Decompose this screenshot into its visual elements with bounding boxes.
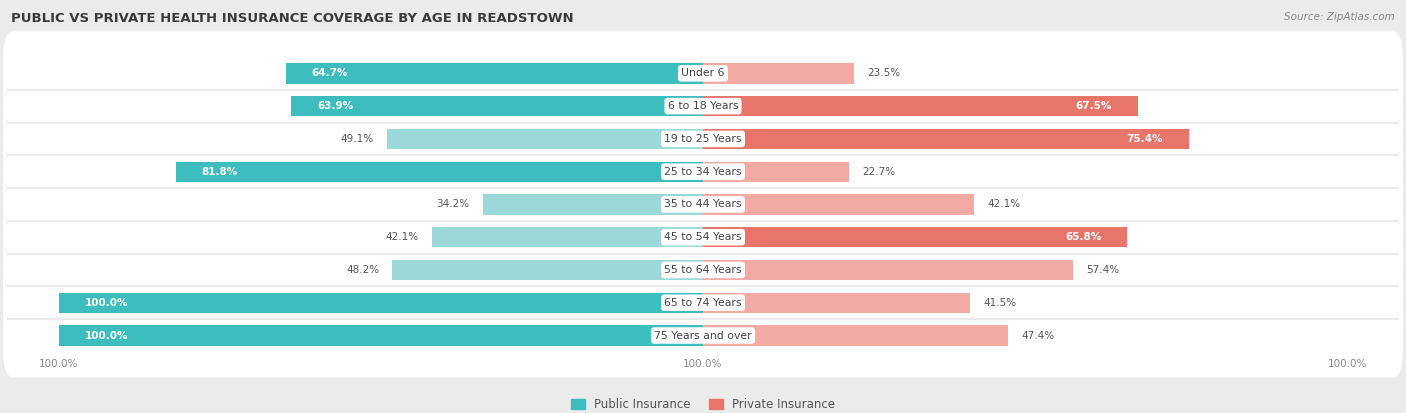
Text: 57.4%: 57.4% — [1085, 265, 1119, 275]
Bar — [703, 63, 855, 83]
Text: 55 to 64 Years: 55 to 64 Years — [664, 265, 742, 275]
FancyBboxPatch shape — [3, 162, 1403, 247]
Text: 67.5%: 67.5% — [1076, 101, 1112, 111]
Text: 65 to 74 Years: 65 to 74 Years — [664, 298, 742, 308]
Bar — [392, 260, 703, 280]
FancyBboxPatch shape — [3, 97, 1403, 181]
Text: 25 to 34 Years: 25 to 34 Years — [664, 167, 742, 177]
FancyBboxPatch shape — [3, 195, 1403, 279]
FancyBboxPatch shape — [3, 228, 1403, 312]
FancyBboxPatch shape — [3, 31, 1403, 115]
FancyBboxPatch shape — [3, 130, 1403, 214]
Bar — [291, 96, 703, 116]
Text: 34.2%: 34.2% — [437, 199, 470, 209]
Text: 100.0%: 100.0% — [84, 298, 128, 308]
Text: Under 6: Under 6 — [682, 69, 724, 78]
Text: 63.9%: 63.9% — [316, 101, 353, 111]
Bar — [387, 129, 703, 149]
Bar — [703, 96, 1137, 116]
Text: 47.4%: 47.4% — [1021, 330, 1054, 340]
Text: 23.5%: 23.5% — [868, 69, 900, 78]
Legend: Public Insurance, Private Insurance: Public Insurance, Private Insurance — [567, 393, 839, 413]
Text: 65.8%: 65.8% — [1064, 232, 1101, 242]
Text: 49.1%: 49.1% — [340, 134, 374, 144]
Text: 6 to 18 Years: 6 to 18 Years — [668, 101, 738, 111]
Bar — [703, 260, 1073, 280]
Text: 42.1%: 42.1% — [385, 232, 419, 242]
Text: 48.2%: 48.2% — [346, 265, 380, 275]
Text: PUBLIC VS PRIVATE HEALTH INSURANCE COVERAGE BY AGE IN READSTOWN: PUBLIC VS PRIVATE HEALTH INSURANCE COVER… — [11, 12, 574, 25]
Bar — [703, 194, 974, 215]
Text: 45 to 54 Years: 45 to 54 Years — [664, 232, 742, 242]
Text: 64.7%: 64.7% — [312, 69, 349, 78]
Text: Source: ZipAtlas.com: Source: ZipAtlas.com — [1284, 12, 1395, 22]
Bar — [482, 194, 703, 215]
Bar — [703, 129, 1189, 149]
Bar — [432, 227, 703, 247]
Text: 19 to 25 Years: 19 to 25 Years — [664, 134, 742, 144]
Text: 100.0%: 100.0% — [84, 330, 128, 340]
Bar — [59, 325, 703, 346]
Bar — [703, 325, 1008, 346]
FancyBboxPatch shape — [3, 261, 1403, 345]
Text: 41.5%: 41.5% — [983, 298, 1017, 308]
Bar — [59, 292, 703, 313]
Text: 75 Years and over: 75 Years and over — [654, 330, 752, 340]
Bar — [703, 292, 970, 313]
FancyBboxPatch shape — [3, 294, 1403, 377]
Text: 81.8%: 81.8% — [201, 167, 238, 177]
Bar — [176, 161, 703, 182]
Text: 42.1%: 42.1% — [987, 199, 1021, 209]
Text: 75.4%: 75.4% — [1126, 134, 1163, 144]
Bar — [285, 63, 703, 83]
Text: 22.7%: 22.7% — [862, 167, 896, 177]
FancyBboxPatch shape — [3, 64, 1403, 148]
Bar — [703, 161, 849, 182]
Bar — [703, 227, 1128, 247]
Text: 35 to 44 Years: 35 to 44 Years — [664, 199, 742, 209]
